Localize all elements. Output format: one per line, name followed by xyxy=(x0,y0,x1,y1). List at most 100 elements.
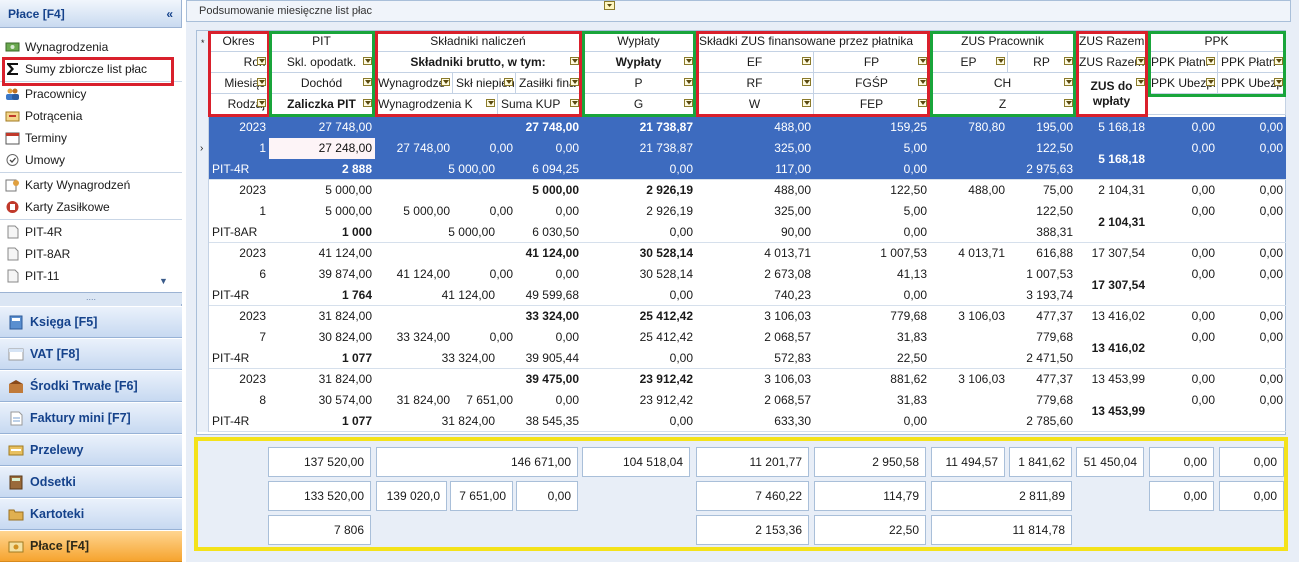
cell-wynagrodzenia-k[interactable]: 31 824,00 xyxy=(441,414,495,428)
cell-dochod[interactable]: 30 824,00 xyxy=(318,330,372,344)
filter-icon[interactable] xyxy=(918,99,927,107)
cell-miesiac[interactable]: 1 xyxy=(259,204,266,218)
cell-w[interactable]: 117,00 xyxy=(696,159,814,180)
cell-zaliczka-pit[interactable]: 1 764 xyxy=(341,288,372,302)
filter-icon[interactable] xyxy=(363,78,372,86)
col-zaliczka-pit[interactable]: Zaliczka PIT xyxy=(269,94,375,115)
cell-z[interactable]: 2 785,60 xyxy=(1026,414,1073,428)
cell-ch[interactable]: 779,68 xyxy=(1036,330,1073,344)
col-ppk-ubezp-2[interactable]: PPK Ubezp xyxy=(1218,73,1286,94)
cell-dochod[interactable]: 27 248,00 xyxy=(269,138,375,159)
cell-rp[interactable]: 195,00 xyxy=(1008,117,1076,138)
cell-zaliczka-pit[interactable]: 1 077 xyxy=(341,414,372,428)
cell-z[interactable]: 2 471,50 xyxy=(1026,351,1073,365)
cell-fp[interactable]: 779,68 xyxy=(890,309,927,323)
cell-ef[interactable]: 3 106,03 xyxy=(764,372,811,386)
data-grid[interactable]: * Okres PIT Składniki naliczeń Wypłaty Składk… xyxy=(196,30,1286,435)
cell-ppk-platnik-1[interactable]: 0,00 xyxy=(1191,246,1215,260)
cell-skladniki-brutto[interactable]: 33 324,00 xyxy=(525,309,579,323)
cell-skl-niepieniezne[interactable]: 7 651,00 xyxy=(466,393,513,407)
cell-zus-do-wplaty[interactable]: 17 307,54 xyxy=(1091,278,1145,292)
filter-icon[interactable] xyxy=(570,78,579,86)
cell-ppk-platnik-1[interactable]: 0,00 xyxy=(1191,372,1215,386)
cell-ppk-platnik-1[interactable]: 0,00 xyxy=(1148,117,1218,138)
cell-rf[interactable]: 2 068,57 xyxy=(764,393,811,407)
cell-rok[interactable]: 2023 xyxy=(239,246,266,260)
cell-ppk-ubezp-2[interactable]: 0,00 xyxy=(1259,267,1283,281)
sidebar-item-umowy[interactable]: Umowy xyxy=(0,149,182,171)
collapse-icon[interactable]: « xyxy=(166,6,173,21)
cell-rodzaj[interactable]: PIT-8AR xyxy=(212,225,258,239)
col-wynagrodzenia-k[interactable]: Wynagrodzenia K xyxy=(375,94,498,115)
cell-g[interactable]: 0,00 xyxy=(669,351,693,365)
filter-icon[interactable] xyxy=(1274,78,1283,86)
row-indicator[interactable] xyxy=(197,369,209,432)
cell-suma-kup[interactable]: 39 905,44 xyxy=(525,351,579,365)
filter-icon[interactable] xyxy=(1064,78,1073,86)
cell-fp[interactable]: 122,50 xyxy=(890,183,927,197)
group-header-ppk[interactable]: PPK xyxy=(1148,31,1286,52)
cell-wyplaty[interactable]: 2 926,19 xyxy=(646,183,693,197)
cell-ppk-ubezp-1[interactable]: 0,00 xyxy=(1191,393,1215,407)
cell-fep[interactable]: 0,00 xyxy=(814,159,930,180)
module-srodki-trwale[interactable]: Środki Trwałe [F6] xyxy=(0,370,182,402)
cell-zus-do-wplaty[interactable]: 13 416,02 xyxy=(1091,341,1145,355)
cell-zasilki[interactable]: 0,00 xyxy=(555,204,579,218)
cell-zus-razem[interactable]: 5 168,18 xyxy=(1076,117,1148,138)
row-indicator[interactable] xyxy=(197,243,209,306)
module-vat[interactable]: VAT [F8] xyxy=(0,338,182,370)
col-dochod[interactable]: Dochód xyxy=(269,73,375,94)
cell-ppk-ubezp-2[interactable]: 0,00 xyxy=(1259,393,1283,407)
cell-z[interactable]: 3 193,74 xyxy=(1026,288,1073,302)
col-rf[interactable]: RF xyxy=(696,73,814,94)
cell-fp[interactable]: 881,62 xyxy=(890,372,927,386)
cell-ppk-ubezp-1[interactable]: 0,00 xyxy=(1148,138,1218,159)
col-rp[interactable]: RP xyxy=(1008,52,1076,73)
cell-fgsp[interactable]: 31,83 xyxy=(896,330,927,344)
cell-ppk-ubezp-1[interactable]: 0,00 xyxy=(1191,204,1215,218)
cell-rok[interactable]: 2023 xyxy=(239,183,266,197)
cell-fep[interactable]: 0,00 xyxy=(903,288,927,302)
col-ep[interactable]: EP xyxy=(930,52,1008,73)
sidebar-item-pit8ar[interactable]: PIT-8AR xyxy=(0,243,182,265)
filter-icon[interactable] xyxy=(918,57,927,65)
filter-icon[interactable] xyxy=(802,99,811,107)
filter-icon[interactable] xyxy=(257,78,266,86)
cell-ep[interactable]: 780,80 xyxy=(930,117,1008,138)
col-ppk-platnik-1[interactable]: PPK Płatni xyxy=(1148,52,1218,73)
cell-wynagrodzenia-k[interactable]: 33 324,00 xyxy=(441,351,495,365)
filter-icon[interactable] xyxy=(684,78,693,86)
filter-icon[interactable] xyxy=(486,99,495,107)
filter-icon[interactable] xyxy=(570,99,579,107)
col-skl-niepieniezne[interactable]: Skł niepien xyxy=(453,73,516,94)
cell-skl-opodatk[interactable]: 41 124,00 xyxy=(318,246,372,260)
cell-fep[interactable]: 22,50 xyxy=(896,351,927,365)
cell-zaliczka-pit[interactable]: 1 077 xyxy=(341,351,372,365)
col-z[interactable]: Z xyxy=(930,94,1076,115)
cell-w[interactable]: 633,30 xyxy=(774,414,811,428)
cell-skladniki-brutto[interactable]: 39 475,00 xyxy=(525,372,579,386)
col-ppk-ubezp-1[interactable]: PPK Ubezpi xyxy=(1148,73,1218,94)
cell-fgsp[interactable]: 5,00 xyxy=(814,138,930,159)
cell-rok[interactable]: 2023 xyxy=(209,117,269,138)
group-header-pit[interactable]: PIT xyxy=(269,31,375,52)
cell-rodzaj[interactable]: PIT-4R xyxy=(212,414,250,428)
col-ch[interactable]: CH xyxy=(930,73,1076,94)
cell-skl-opodatk[interactable]: 27 748,00 xyxy=(269,117,375,138)
cell-ch[interactable]: 779,68 xyxy=(1036,393,1073,407)
col-w[interactable]: W xyxy=(696,94,814,115)
cell-zaliczka-pit[interactable]: 1 000 xyxy=(341,225,372,239)
cell-z[interactable]: 388,31 xyxy=(1036,225,1073,239)
filter-icon[interactable] xyxy=(802,78,811,86)
group-header-okres[interactable]: Okres xyxy=(209,31,269,52)
module-odsetki[interactable]: Odsetki xyxy=(0,466,182,498)
cell-skl-niepieniezne[interactable]: 0,00 xyxy=(453,138,516,159)
cell-ppk-platnik-2[interactable]: 0,00 xyxy=(1259,246,1283,260)
row-indicator[interactable] xyxy=(197,306,209,369)
cell-rok[interactable]: 2023 xyxy=(239,372,266,386)
cell-skl-opodatk[interactable]: 5 000,00 xyxy=(325,183,372,197)
cell-skl-niepieniezne[interactable]: 0,00 xyxy=(489,267,513,281)
sidebar-item-pracownicy[interactable]: Pracownicy xyxy=(0,83,182,105)
filter-icon[interactable] xyxy=(684,57,693,65)
cell-ppk-ubezp-2[interactable]: 0,00 xyxy=(1259,204,1283,218)
